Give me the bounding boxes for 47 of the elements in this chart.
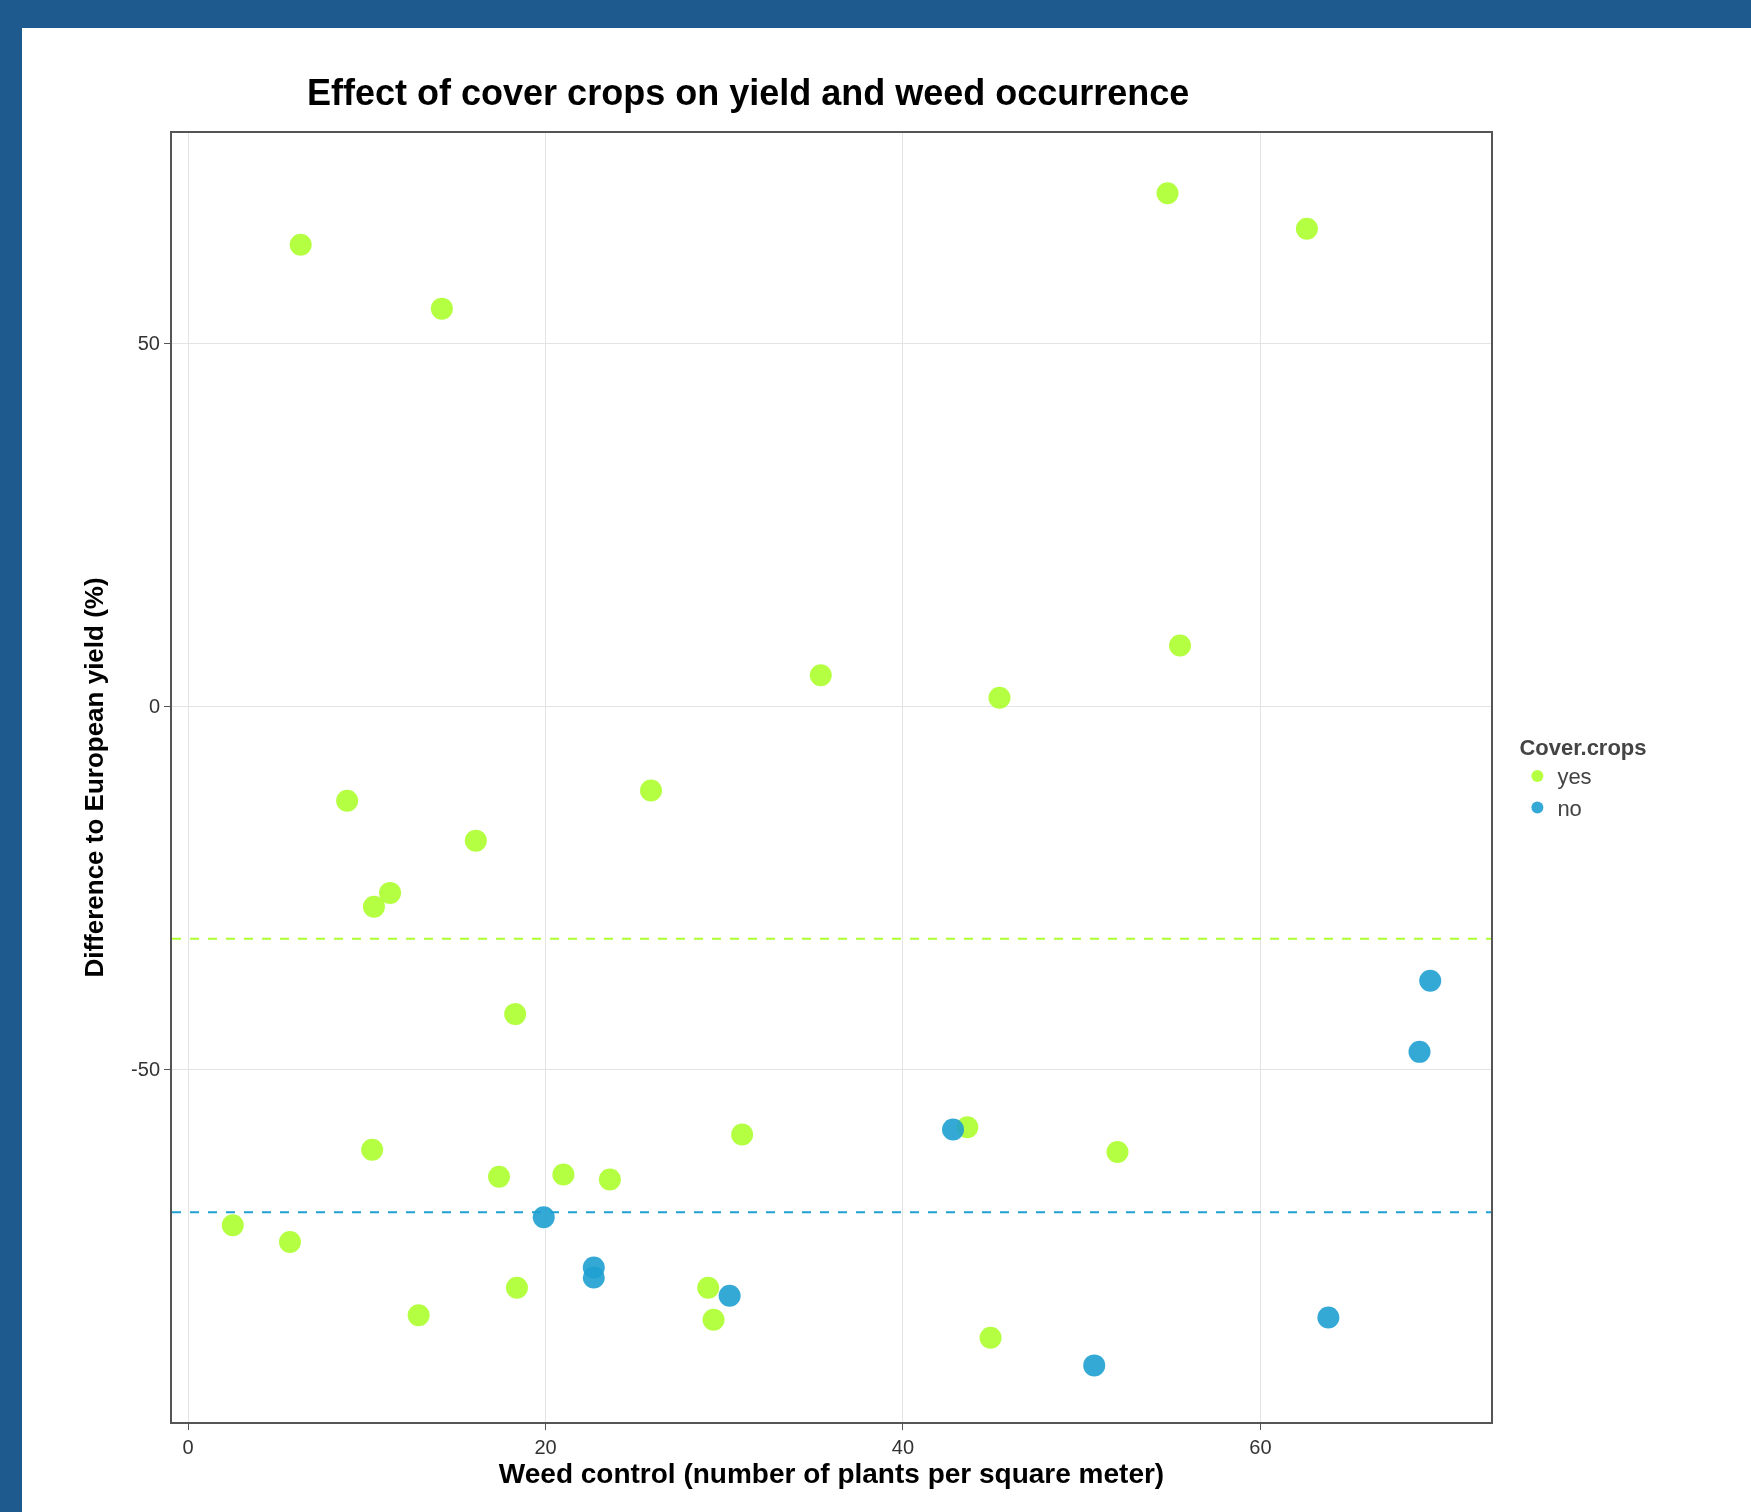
point (1408, 1040, 1431, 1063)
point (979, 1326, 1002, 1349)
point (718, 1284, 741, 1307)
y-tick-label: -50 (131, 1058, 160, 1081)
point (988, 686, 1011, 709)
y-axis-title: Difference to European yield (%) (78, 577, 109, 978)
point (1083, 1354, 1106, 1377)
point (809, 664, 832, 687)
point (488, 1165, 511, 1188)
legend-label: yes (1557, 764, 1592, 790)
point (582, 1266, 605, 1289)
point (278, 1231, 301, 1253)
point (1317, 1306, 1340, 1329)
point (697, 1276, 720, 1299)
chart-title: Effect of cover crops on yield and weed occurrence (307, 72, 1190, 114)
point (731, 1123, 754, 1146)
point (1106, 1141, 1129, 1163)
point (942, 1118, 965, 1141)
point (504, 1003, 527, 1026)
point (532, 1206, 555, 1229)
point (1295, 217, 1318, 240)
legend-title: Cover.crops (1519, 735, 1647, 761)
x-tick-label: 0 (182, 1436, 194, 1458)
point (702, 1308, 725, 1331)
point (505, 1276, 528, 1299)
point (221, 1214, 244, 1237)
x-tick-label: 20 (534, 1436, 557, 1458)
point (336, 789, 359, 812)
point (361, 1138, 384, 1161)
y-tick-label: 50 (137, 332, 160, 355)
legend-label: no (1557, 796, 1582, 822)
point (430, 297, 453, 320)
point (1169, 634, 1192, 657)
point (362, 895, 385, 918)
point (552, 1163, 575, 1186)
point (598, 1168, 621, 1191)
point (1419, 969, 1442, 992)
x-tick-label: 40 (891, 1436, 915, 1458)
point (1156, 182, 1179, 205)
point (379, 881, 402, 904)
point (640, 779, 662, 802)
point (407, 1304, 430, 1327)
point (289, 233, 312, 256)
y-tick-label: 0 (148, 695, 160, 718)
point (464, 829, 487, 852)
x-tick-label: 60 (1249, 1436, 1272, 1458)
x-axis-title: Weed control (number of plants per square meter) (498, 1458, 1165, 1489)
